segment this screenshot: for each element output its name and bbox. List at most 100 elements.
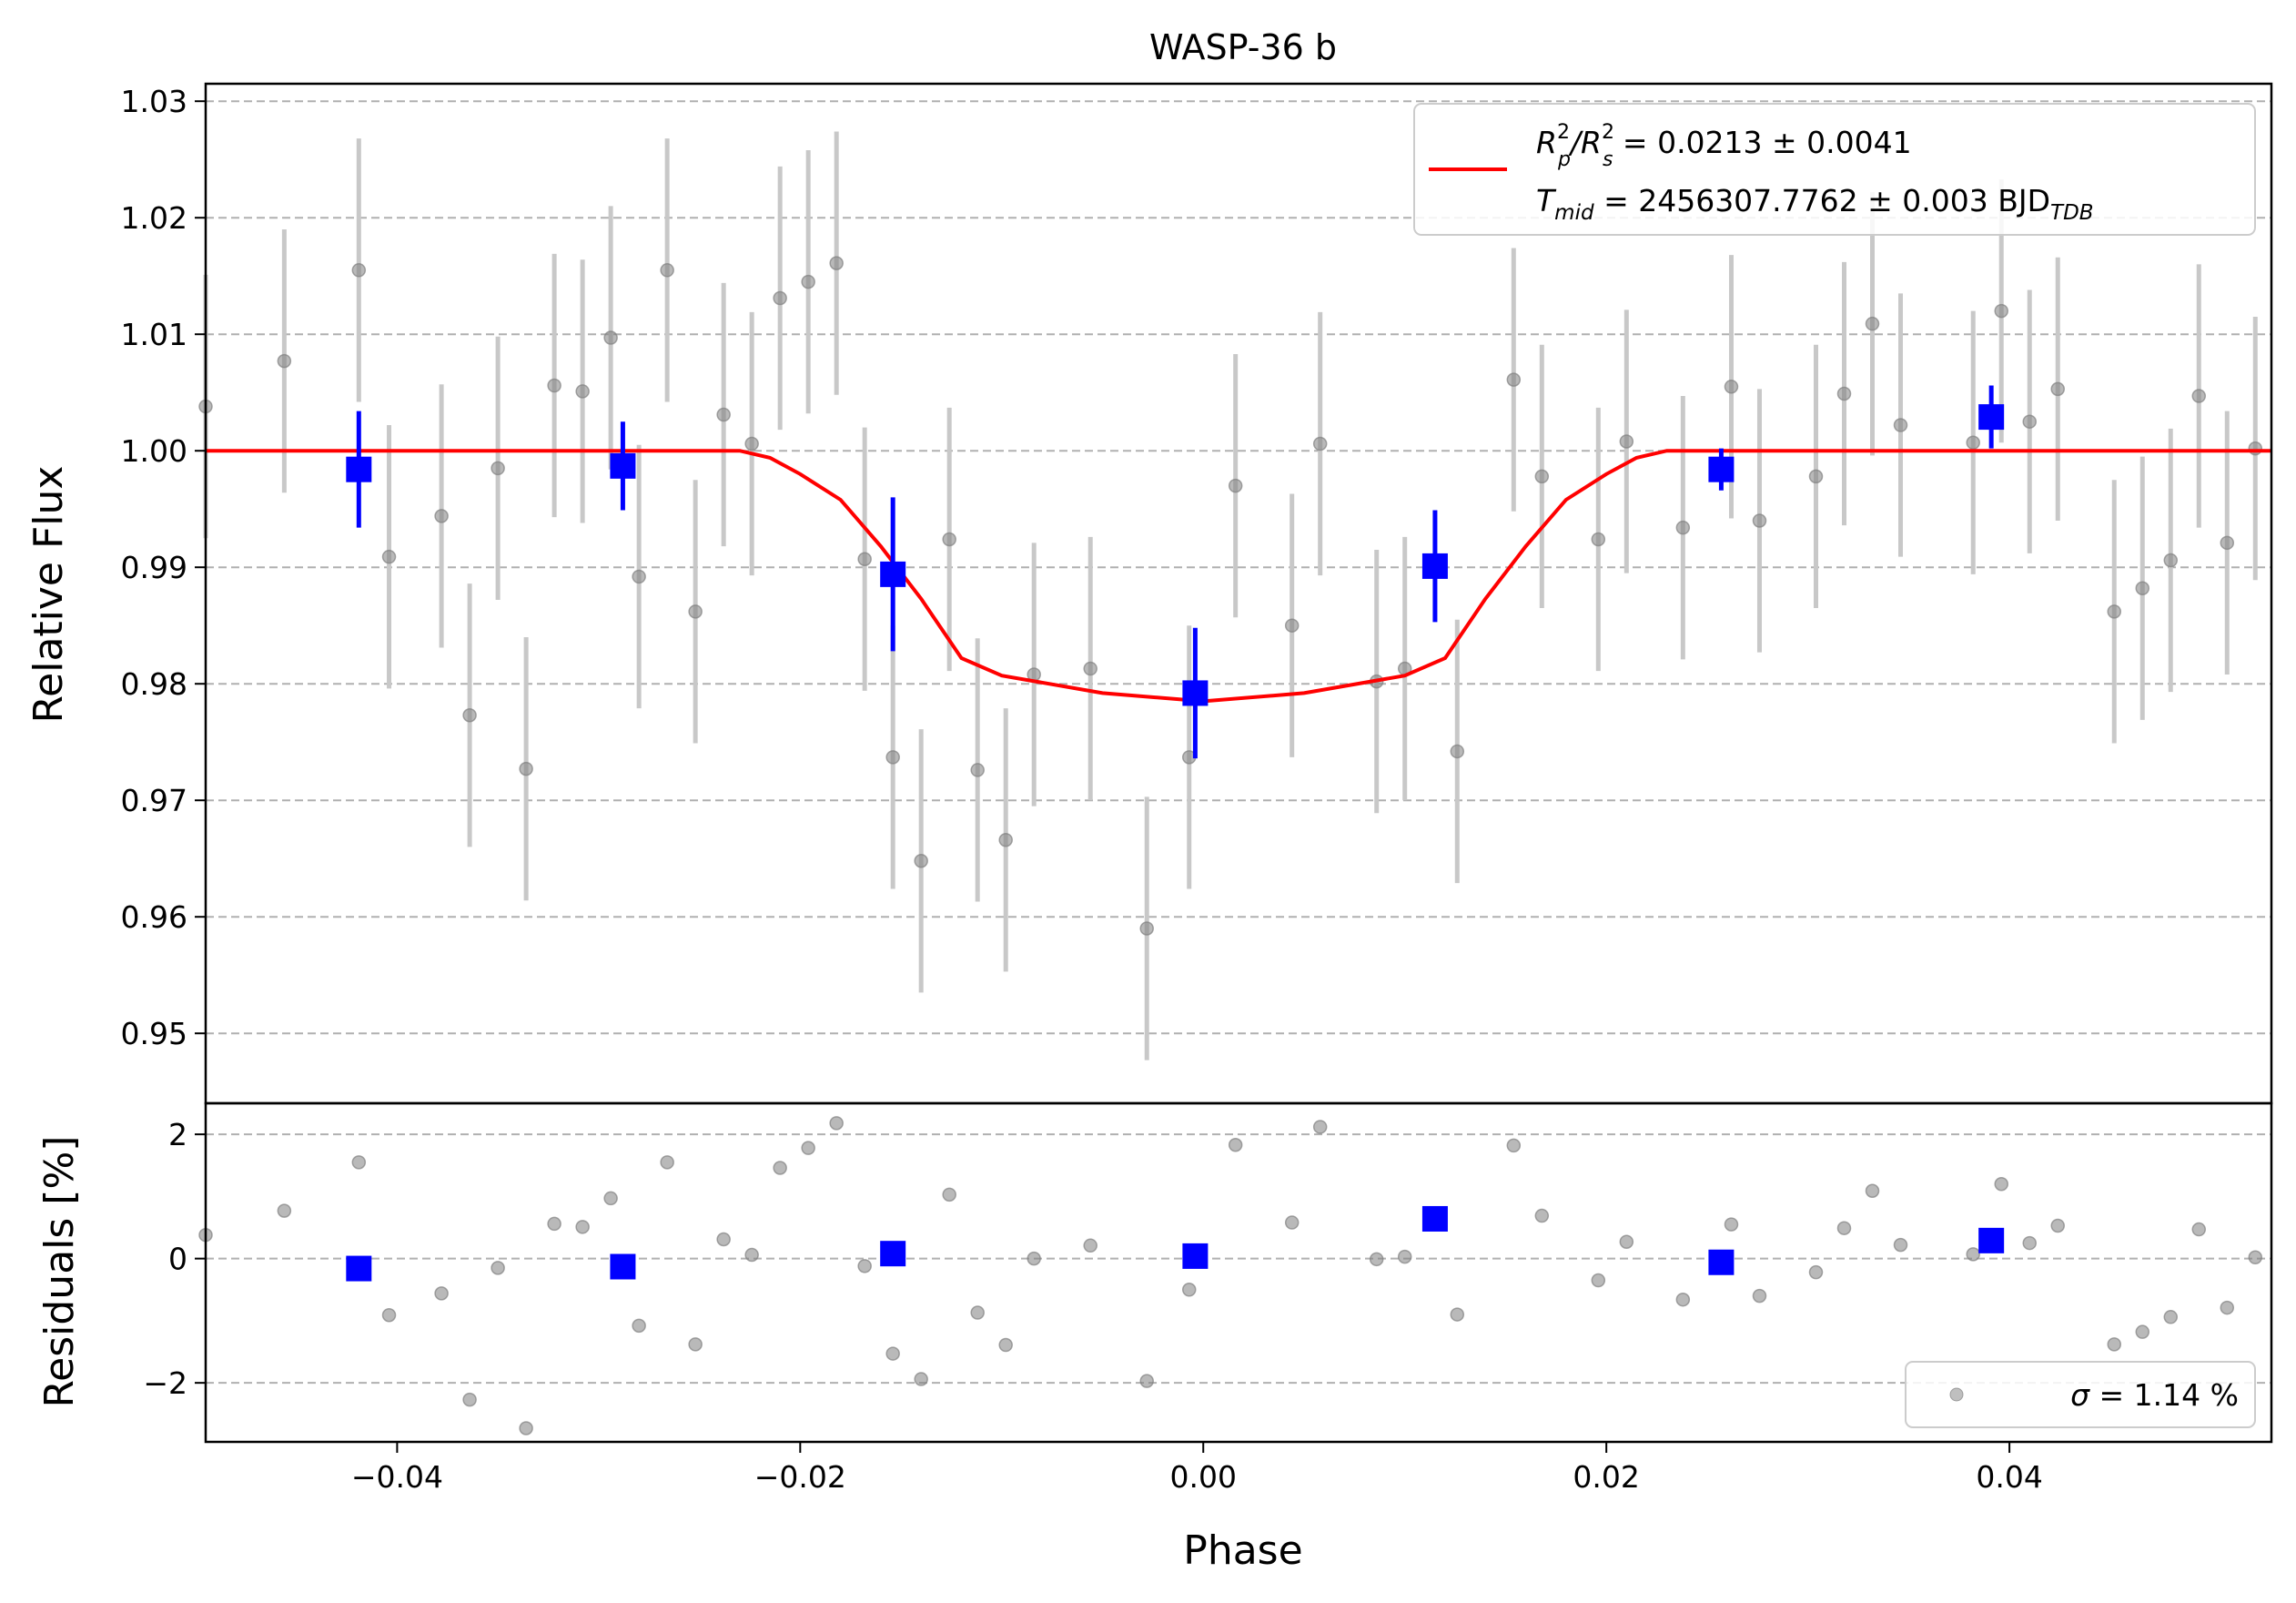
flux-raw-point: [351, 263, 367, 278]
residuals-raw-point: [381, 1308, 397, 1323]
residuals-raw-point: [1893, 1237, 1908, 1253]
x-tick-label: −0.02: [754, 1459, 846, 1495]
flux-raw-point: [1836, 386, 1852, 401]
flux-raw-point: [632, 569, 646, 584]
flux-raw-point: [857, 552, 872, 566]
residuals-binned-points: [346, 1205, 2005, 1282]
residuals-binned-point: [880, 1241, 906, 1267]
flux-raw-point: [1506, 372, 1522, 387]
residuals-raw-point: [519, 1421, 533, 1436]
flux-y-tick-label: 1.01: [121, 317, 187, 352]
flux-y-tick-label: 1.02: [121, 200, 187, 236]
flux-legend-box: [1413, 103, 2256, 236]
residuals-raw-point: [1181, 1283, 1197, 1297]
flux-raw-point: [1534, 469, 1550, 484]
flux-raw-point: [914, 854, 928, 868]
flux-panel-frame: [204, 82, 2273, 1105]
flux-raw-point: [885, 750, 900, 765]
flux-raw-point: [716, 407, 731, 422]
residuals-raw-point: [462, 1392, 477, 1407]
residuals-raw-point: [491, 1261, 505, 1275]
residuals-y-tick-label: 2: [168, 1117, 187, 1152]
legend-radius-ratio: R2 p/R2 s = 0.0213 ± 0.0041: [1536, 121, 1912, 171]
flux-y-tick-label: 1.03: [121, 84, 187, 119]
residuals-raw-point: [1397, 1249, 1412, 1264]
residuals-raw-point: [998, 1337, 1013, 1353]
residuals-y-tick-label: −2: [143, 1365, 187, 1401]
residuals-raw-point: [1966, 1247, 1980, 1262]
residuals-raw-point: [773, 1161, 787, 1175]
flux-raw-point: [1752, 513, 1767, 528]
flux-raw-errorbars: [203, 131, 2258, 1060]
flux-raw-point: [1619, 434, 1634, 449]
flux-raw-points: [198, 256, 2263, 936]
residuals-raw-point: [2248, 1250, 2263, 1265]
flux-raw-point: [1284, 618, 1300, 633]
residuals-raw-point: [575, 1220, 590, 1234]
flux-binned-point: [1978, 404, 2005, 431]
flux-binned-point: [1708, 456, 1735, 482]
residuals-raw-point: [1724, 1217, 1739, 1232]
residuals-panel: −2 0 2 −0.04 −0.02 0.00 0.02 0.04 Residuals [%…: [36, 1101, 2273, 1574]
x-tick-label: 0.00: [1170, 1459, 1237, 1495]
legend-mid-time: Tmid = 2456307.7762 ± 0.003 BJDTDB: [1536, 183, 2094, 225]
flux-raw-point: [1312, 436, 1328, 451]
flux-y-tick-label: 0.99: [121, 550, 187, 585]
flux-raw-point: [773, 290, 787, 306]
residuals-raw-point: [277, 1203, 292, 1218]
residuals-binned-point: [1182, 1243, 1209, 1269]
residuals-binned-point: [610, 1253, 636, 1280]
flux-raw-point: [1591, 532, 1606, 547]
residuals-raw-point: [2220, 1300, 2235, 1315]
flux-raw-point: [1139, 921, 1154, 936]
residuals-raw-point: [1506, 1138, 1522, 1153]
residuals-raw-point: [1591, 1273, 1606, 1288]
x-tick-label: 0.02: [1573, 1459, 1639, 1495]
x-tick-label: 0.04: [1976, 1459, 2042, 1495]
flux-raw-point: [491, 461, 505, 476]
residuals-raw-point: [1450, 1307, 1465, 1322]
flux-raw-point: [744, 436, 759, 451]
residuals-raw-point: [914, 1372, 928, 1386]
residuals-y-ticks: −2 0 2: [143, 1117, 206, 1401]
residuals-raw-point: [2050, 1218, 2065, 1233]
flux-y-tick-label: 0.96: [121, 899, 187, 935]
flux-raw-point: [2163, 553, 2179, 568]
flux-raw-point: [2050, 381, 2065, 397]
residuals-raw-point: [2135, 1324, 2150, 1339]
flux-binned-points: [346, 404, 2005, 706]
residuals-binned-point: [1421, 1205, 1448, 1232]
flux-raw-point: [2022, 414, 2037, 429]
residuals-raw-point: [632, 1318, 646, 1334]
flux-panel: 0.95 0.96 0.97 0.98 0.99 1.00 1.01 1.02 1.03 Rel…: [25, 82, 2273, 1105]
flux-binned-point: [1421, 553, 1448, 579]
flux-raw-point: [2248, 441, 2263, 456]
residuals-y-tick-label: 0: [168, 1242, 187, 1277]
residuals-raw-point: [1312, 1120, 1328, 1134]
flux-raw-point: [547, 378, 561, 393]
flux-binned-point: [1182, 680, 1209, 706]
residuals-binned-point: [346, 1255, 372, 1282]
flux-raw-point: [434, 509, 449, 523]
flux-raw-point: [381, 549, 397, 564]
residuals-raw-point: [1534, 1208, 1550, 1223]
flux-raw-point: [970, 763, 985, 777]
flux-raw-point: [277, 353, 292, 369]
residuals-raw-point: [1675, 1292, 1691, 1307]
residuals-raw-point: [1808, 1264, 1824, 1280]
residuals-raw-point: [1619, 1234, 1634, 1249]
flux-raw-point: [603, 330, 618, 345]
residuals-binned-point: [1978, 1227, 2005, 1253]
legend-raw-marker: [1949, 1387, 1964, 1402]
residuals-grid: [206, 1133, 2271, 1385]
legend-sigma: σ = 1.14 %: [2070, 1377, 2239, 1413]
flux-binned-point: [610, 452, 636, 479]
residuals-raw-point: [1083, 1238, 1097, 1253]
residuals-raw-point: [1836, 1221, 1852, 1235]
flux-raw-point: [829, 256, 844, 270]
flux-raw-point: [1675, 520, 1691, 535]
flux-raw-point: [519, 761, 533, 776]
flux-y-tick-label: 0.97: [121, 783, 187, 818]
residuals-raw-point: [1228, 1137, 1243, 1152]
x-ticks: −0.04 −0.02 0.00 0.02 0.04: [351, 1442, 2043, 1495]
